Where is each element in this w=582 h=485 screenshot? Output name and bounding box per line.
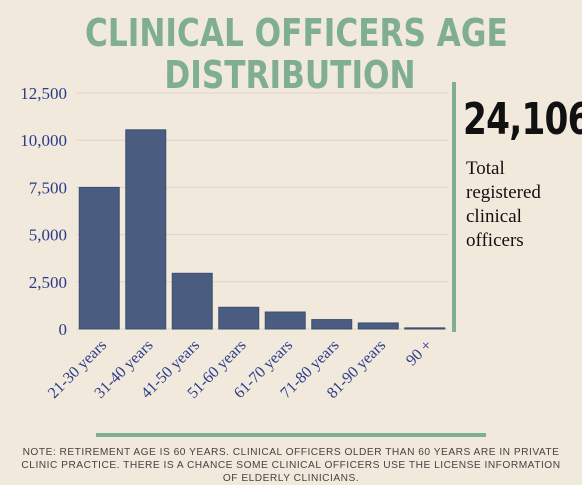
- bar: [264, 311, 306, 330]
- y-tick-label: 7,500: [29, 178, 67, 197]
- footer-divider: [96, 433, 486, 437]
- bar: [78, 186, 120, 330]
- chart-title-line-2: DISTRIBUTION: [164, 53, 416, 97]
- y-tick-label: 5,000: [29, 226, 67, 245]
- footnote: NOTE: RETIREMENT AGE IS 60 YEARS. CLINIC…: [21, 447, 561, 484]
- total-caption: Total registered clinical officers: [466, 158, 541, 251]
- y-tick-label: 2,500: [29, 273, 67, 292]
- y-tick-label: 10,000: [20, 131, 67, 150]
- bar: [171, 272, 213, 330]
- chart-title-line-1: CLINICAL OFFICERS AGE: [85, 11, 508, 55]
- y-tick-label: 0: [59, 320, 68, 339]
- vertical-divider: [452, 82, 456, 332]
- bar: [311, 319, 353, 330]
- bar: [357, 322, 399, 330]
- chart-title: CLINICAL OFFICERS AGE DISTRIBUTION: [85, 11, 508, 97]
- total-count: 24,106: [463, 94, 582, 145]
- y-tick-label: 12,500: [20, 84, 67, 103]
- bar: [404, 327, 446, 330]
- bar: [218, 306, 260, 330]
- x-tick-label: 90 +: [403, 337, 436, 370]
- bar: [125, 129, 167, 330]
